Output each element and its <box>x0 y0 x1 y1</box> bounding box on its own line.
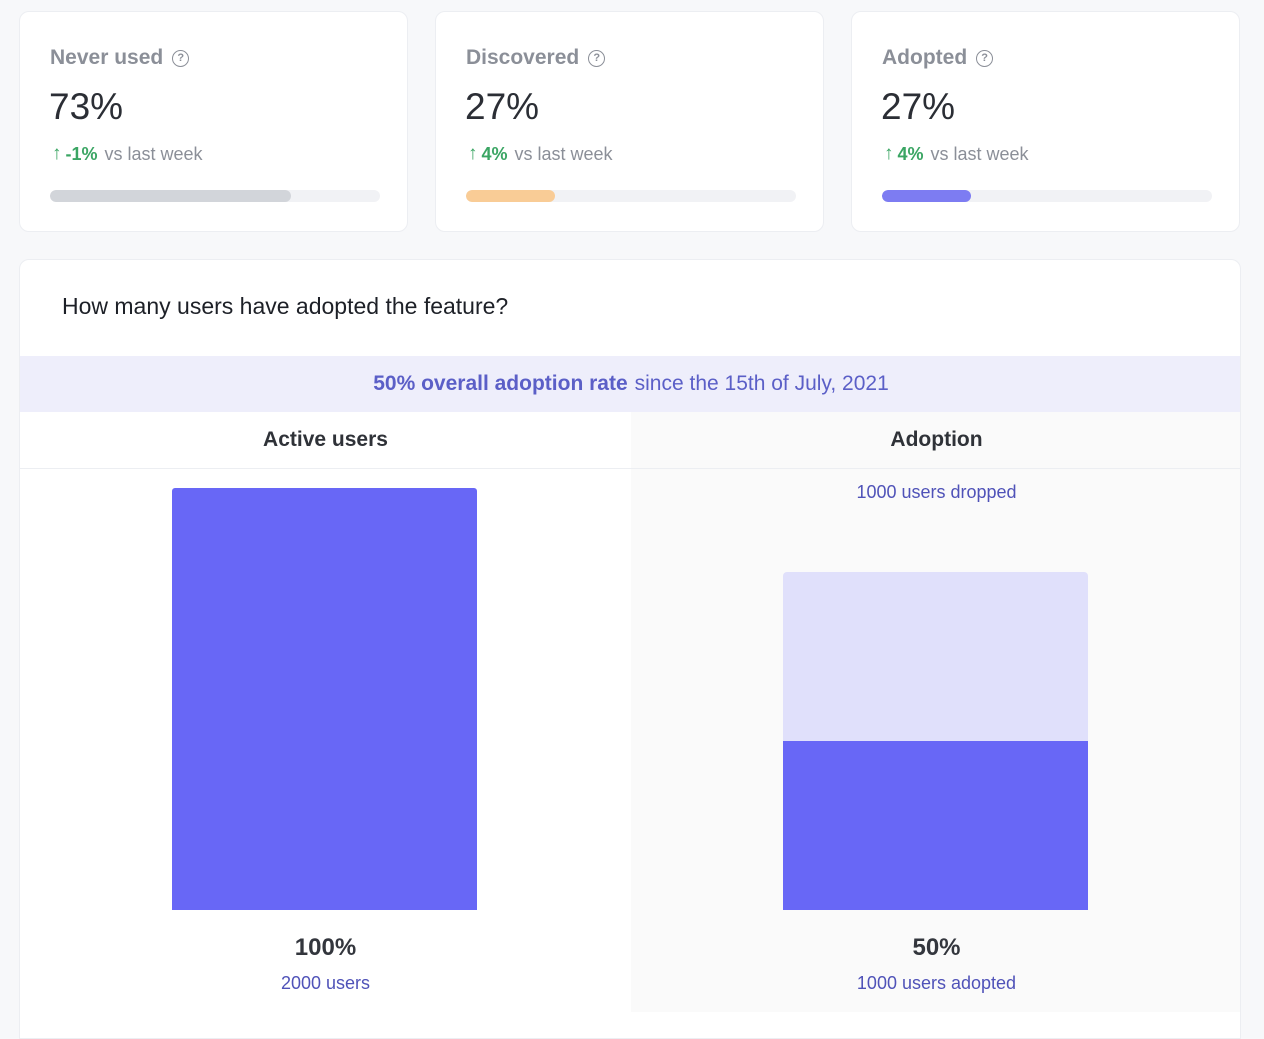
progress-fill <box>466 190 556 202</box>
adoption-rate-highlight: 50% overall adoption rate <box>373 372 628 395</box>
adoption-panel: How many users have adopted the feature?… <box>19 259 1241 1039</box>
card-delta: ↑ -1% vs last week <box>52 143 203 165</box>
help-icon[interactable]: ? <box>976 49 994 67</box>
metric-card-adopted: Adopted ? 27% ↑ 4% vs last week <box>851 11 1240 232</box>
card-delta: ↑ 4% vs last week <box>884 143 1029 165</box>
metric-card-never-used: Never used ? 73% ↑ -1% vs last week <box>19 11 408 232</box>
active-users-header: Active users <box>20 412 631 469</box>
help-icon[interactable]: ? <box>172 49 190 67</box>
delta-suffix: vs last week <box>104 143 203 164</box>
card-value: 27% <box>881 86 956 127</box>
progress-track <box>50 190 380 202</box>
delta-percent: -1% <box>65 143 98 164</box>
active-users-bar[interactable] <box>172 488 477 910</box>
card-value: 73% <box>49 86 124 127</box>
card-title: Discovered <box>466 46 580 69</box>
card-delta: ↑ 4% vs last week <box>468 143 613 165</box>
metric-card-discovered: Discovered ? 27% ↑ 4% vs last week <box>435 11 824 232</box>
progress-track <box>466 190 796 202</box>
card-title: Never used <box>50 46 164 69</box>
arrow-up-icon: ↑ <box>52 143 62 164</box>
delta-suffix: vs last week <box>930 143 1029 164</box>
active-users-percent: 100% <box>294 934 357 961</box>
adoption-header: Adoption <box>631 412 1240 469</box>
card-value: 27% <box>465 86 540 127</box>
adopted-users-bar[interactable] <box>783 741 1088 910</box>
adopted-users-count: 1000 users adopted <box>856 973 1017 993</box>
adoption-rate-since: since the 15th of July, 2021 <box>634 372 889 395</box>
adoption-rate-banner: 50% overall adoption rate since the 15th… <box>20 356 1240 412</box>
progress-track <box>882 190 1212 202</box>
dropped-users-label: 1000 users dropped <box>856 482 1017 502</box>
delta-percent: 4% <box>897 143 924 164</box>
active-users-column: Active users 100% 2000 users <box>20 412 631 1012</box>
arrow-up-icon: ↑ <box>468 143 478 164</box>
delta-percent: 4% <box>481 143 508 164</box>
panel-title: How many users have adopted the feature? <box>62 293 509 319</box>
arrow-up-icon: ↑ <box>884 143 894 164</box>
progress-fill <box>50 190 291 202</box>
delta-suffix: vs last week <box>514 143 613 164</box>
help-icon[interactable]: ? <box>588 49 606 67</box>
adoption-percent: 50% <box>912 934 961 961</box>
active-users-count: 2000 users <box>280 973 371 993</box>
progress-fill <box>882 190 972 202</box>
adoption-column: Adoption 1000 users dropped 50% 1000 use… <box>631 412 1240 1012</box>
card-title: Adopted <box>882 46 968 69</box>
